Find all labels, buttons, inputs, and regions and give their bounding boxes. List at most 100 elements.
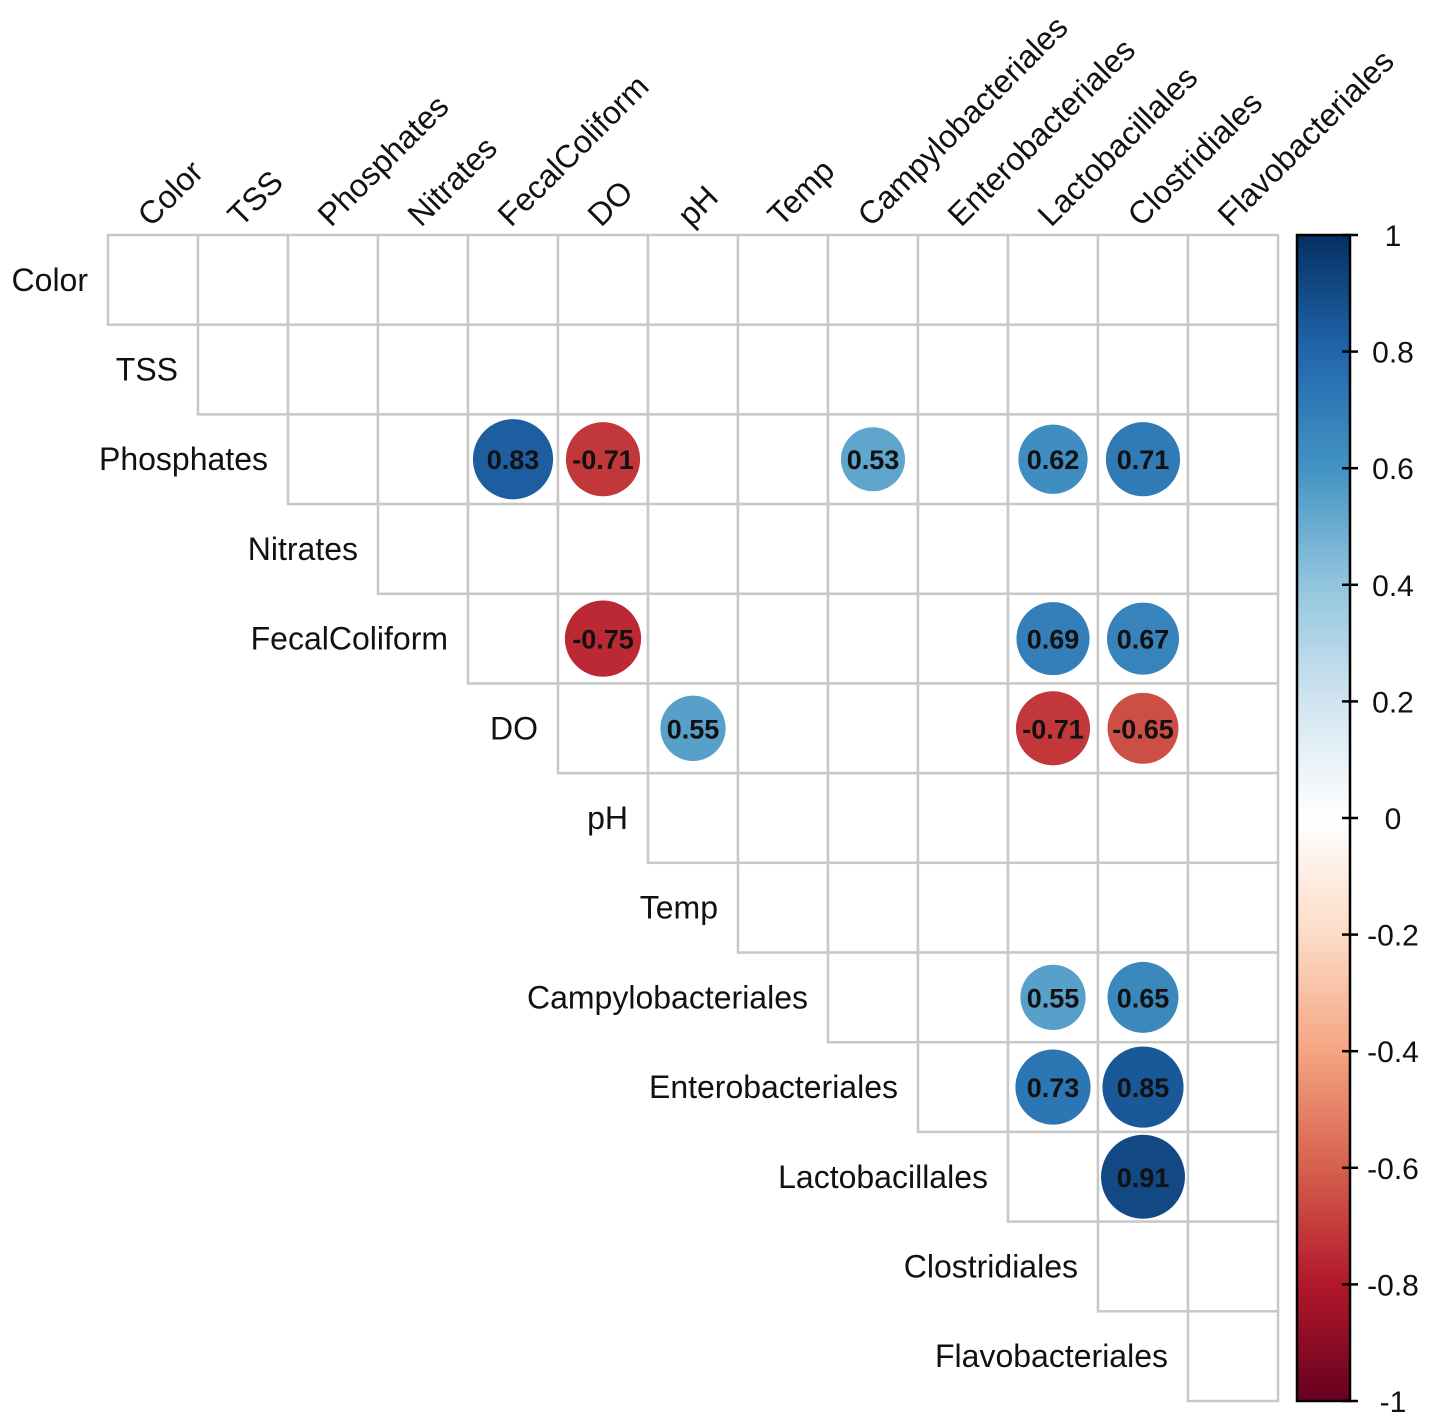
correlation-value: 0.53 bbox=[847, 445, 900, 475]
correlation-value: 0.67 bbox=[1117, 625, 1170, 655]
correlation-value: 0.62 bbox=[1027, 445, 1080, 475]
grid-cell bbox=[466, 323, 560, 416]
correlation-circle bbox=[1018, 424, 1088, 494]
grid-cell bbox=[1186, 951, 1280, 1044]
grid-cell bbox=[916, 682, 1010, 775]
grid-cell bbox=[466, 592, 560, 685]
correlation-circle bbox=[1015, 1049, 1091, 1125]
colorbar-tick-label: -0.8 bbox=[1367, 1269, 1419, 1302]
grid-cell bbox=[916, 1040, 1010, 1134]
grid-cell bbox=[1186, 1040, 1280, 1134]
correlation-circle bbox=[565, 422, 641, 497]
row-label: DO bbox=[490, 710, 538, 746]
grid-cell bbox=[556, 323, 650, 416]
grid-cell bbox=[736, 592, 830, 685]
correlation-circle bbox=[1107, 961, 1179, 1033]
grid-cell bbox=[1006, 861, 1100, 954]
grid-cell bbox=[1186, 233, 1280, 326]
grid-cell bbox=[646, 502, 740, 596]
grid-cell bbox=[916, 233, 1010, 326]
colorbar-tick-label: -0.6 bbox=[1367, 1153, 1419, 1186]
grid-cell bbox=[1006, 771, 1100, 865]
grid-cell bbox=[1186, 413, 1280, 506]
grid-cell bbox=[826, 771, 920, 865]
correlation-value: 0.85 bbox=[1117, 1073, 1170, 1103]
colorbar-tick-label: -0.4 bbox=[1367, 1036, 1419, 1069]
grid-cell bbox=[646, 771, 740, 865]
row-label: pH bbox=[587, 800, 628, 836]
column-label: TSS bbox=[220, 163, 289, 232]
colorbar-tick-label: -0.2 bbox=[1367, 920, 1419, 953]
grid-cell bbox=[646, 323, 740, 416]
grid-cell bbox=[1096, 861, 1190, 954]
grid-cell bbox=[736, 682, 830, 775]
row-label: Enterobacteriales bbox=[649, 1069, 898, 1105]
column-label: pH bbox=[670, 179, 724, 233]
correlation-circle bbox=[1015, 691, 1091, 766]
correlation-circle bbox=[1020, 964, 1086, 1031]
grid-cell bbox=[1186, 1220, 1280, 1313]
grid-cell bbox=[916, 502, 1010, 596]
grid-cell bbox=[376, 233, 470, 326]
grid-cell bbox=[736, 861, 830, 954]
correlation-value: 0.91 bbox=[1117, 1163, 1170, 1193]
correlation-circle bbox=[1102, 1046, 1184, 1128]
grid-cell bbox=[826, 951, 920, 1044]
correlation-value: 0.73 bbox=[1027, 1073, 1080, 1103]
grid-cell bbox=[736, 323, 830, 416]
row-label: FecalColiform bbox=[251, 621, 448, 657]
correlation-circle bbox=[1101, 1134, 1185, 1219]
grid-cell bbox=[556, 682, 650, 775]
grid-cell bbox=[1186, 682, 1280, 775]
correlation-value: -0.75 bbox=[572, 625, 634, 655]
grid-cell bbox=[1096, 502, 1190, 596]
grid-cell bbox=[106, 233, 200, 326]
correlation-circle bbox=[1016, 602, 1090, 676]
grid-cell bbox=[376, 502, 470, 596]
column-label: Color bbox=[130, 153, 210, 233]
grid-cell bbox=[1186, 1310, 1280, 1403]
correlation-value: 0.69 bbox=[1027, 625, 1080, 655]
grid-cell bbox=[916, 861, 1010, 954]
grid-cell bbox=[736, 771, 830, 865]
row-label: Color bbox=[12, 262, 89, 298]
grid-cell bbox=[916, 592, 1010, 685]
grid-cell bbox=[646, 233, 740, 326]
column-label: DO bbox=[580, 174, 639, 233]
colorbar: 1 0.8 0.6 0.4 0.2 0 -0.2 -0.4 -0.6 -0.8 -1 bbox=[1295, 220, 1419, 1419]
column-label: FecalColiform bbox=[490, 68, 655, 233]
colorbar-tick-label: 0.2 bbox=[1372, 686, 1414, 719]
grid-cell bbox=[1096, 771, 1190, 865]
grid-cell bbox=[736, 413, 830, 506]
grid-cell bbox=[826, 323, 920, 416]
colorbar-tick-label: 0.8 bbox=[1372, 337, 1414, 370]
correlation-value: 0.65 bbox=[1117, 983, 1170, 1013]
grid-cell bbox=[646, 413, 740, 506]
row-label: Flavobacteriales bbox=[935, 1338, 1168, 1374]
correlation-circles: 0.83 -0.71 0.53 0.62 0.71 -0.75 0.69 0.67 0.55 -0… bbox=[472, 419, 1185, 1219]
correlation-circle bbox=[1107, 692, 1179, 764]
grid-cell bbox=[286, 323, 380, 416]
correlation-value: 0.83 bbox=[487, 445, 540, 475]
grid-cell bbox=[826, 592, 920, 685]
correlation-value: -0.65 bbox=[1112, 714, 1174, 744]
grid-cell bbox=[1006, 502, 1100, 596]
grid-cell bbox=[1006, 323, 1100, 416]
column-label: Lactobacillales bbox=[1030, 59, 1204, 233]
grid-cell bbox=[196, 233, 290, 326]
row-label: Temp bbox=[640, 890, 718, 926]
grid-cell bbox=[1096, 1220, 1190, 1313]
colorbar-tick-label: 1 bbox=[1385, 220, 1402, 253]
column-labels: Color TSS PhosphatesNitratesFecalColiformD… bbox=[130, 9, 1400, 233]
colorbar-tick-label: 0.6 bbox=[1372, 453, 1414, 486]
grid-cell bbox=[466, 502, 560, 596]
grid-cell bbox=[916, 413, 1010, 506]
correlation-circle bbox=[1106, 602, 1180, 675]
colorbar-tick-label: 0.4 bbox=[1372, 570, 1414, 603]
correlation-value: 0.71 bbox=[1117, 445, 1170, 475]
grid-cell bbox=[916, 951, 1010, 1044]
grid-cell bbox=[1186, 323, 1280, 416]
grid-cell bbox=[1006, 233, 1100, 326]
row-label: Campylobacteriales bbox=[527, 979, 808, 1015]
